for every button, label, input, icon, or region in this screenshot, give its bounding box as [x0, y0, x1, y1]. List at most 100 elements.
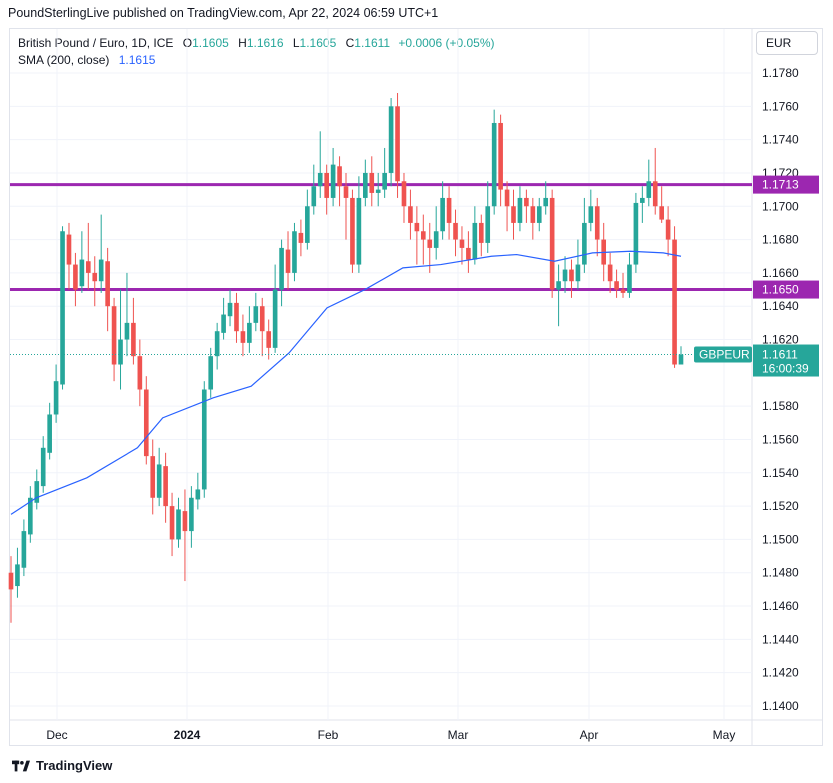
candle-body[interactable]: [594, 206, 600, 240]
candle-body[interactable]: [176, 509, 181, 540]
candle-body[interactable]: [189, 497, 194, 532]
candle-body[interactable]: [92, 272, 98, 282]
candle-body[interactable]: [40, 447, 46, 487]
candle-body[interactable]: [343, 186, 349, 198]
candle-body[interactable]: [356, 197, 362, 265]
candle-body[interactable]: [195, 489, 201, 500]
candle-body[interactable]: [575, 264, 581, 282]
candle-body[interactable]: [247, 322, 252, 343]
candle-body[interactable]: [21, 531, 27, 568]
candle-body[interactable]: [201, 389, 207, 490]
candle-body[interactable]: [311, 186, 317, 207]
candle-body[interactable]: [337, 166, 342, 187]
candle-body[interactable]: [240, 331, 246, 343]
candle-body[interactable]: [420, 231, 426, 240]
candle-body[interactable]: [292, 231, 297, 273]
candle-body[interactable]: [382, 172, 387, 190]
candle-body[interactable]: [562, 269, 568, 282]
sma-label[interactable]: SMA (200, close): [18, 53, 110, 67]
candle-body[interactable]: [652, 181, 658, 207]
candle-body[interactable]: [253, 306, 259, 323]
candle-body[interactable]: [285, 249, 291, 273]
candle-body[interactable]: [98, 259, 104, 282]
candle-body[interactable]: [446, 197, 452, 223]
candle-body[interactable]: [28, 497, 33, 535]
candle-body[interactable]: [369, 172, 375, 193]
candle-body[interactable]: [633, 202, 639, 265]
candle-body[interactable]: [79, 259, 85, 287]
candle-body[interactable]: [678, 354, 684, 365]
candle-body[interactable]: [388, 106, 394, 173]
candle-body[interactable]: [543, 197, 549, 207]
candle-body[interactable]: [156, 464, 162, 498]
candle-body[interactable]: [614, 281, 619, 290]
candle-body[interactable]: [131, 322, 136, 357]
candle-body[interactable]: [646, 181, 652, 198]
candle-body[interactable]: [433, 231, 439, 248]
candle-body[interactable]: [672, 239, 677, 365]
candle-body[interactable]: [491, 122, 497, 207]
candle-body[interactable]: [305, 206, 310, 243]
candle-body[interactable]: [143, 389, 149, 457]
candle-body[interactable]: [227, 302, 233, 317]
candle-body[interactable]: [214, 331, 220, 357]
candle-body[interactable]: [517, 197, 523, 223]
candle-body[interactable]: [266, 331, 272, 348]
candle-body[interactable]: [34, 481, 40, 503]
candle-body[interactable]: [259, 306, 265, 332]
candle-body[interactable]: [375, 189, 381, 193]
candle-body[interactable]: [234, 302, 239, 332]
candle-body[interactable]: [163, 466, 168, 507]
candle-body[interactable]: [47, 414, 52, 453]
candle-body[interactable]: [124, 322, 130, 340]
candle-body[interactable]: [511, 206, 516, 223]
candle-body[interactable]: [324, 172, 329, 198]
candle-body[interactable]: [640, 197, 645, 203]
candle-body[interactable]: [536, 206, 542, 223]
candle-body[interactable]: [317, 172, 323, 187]
sma-line[interactable]: [10, 250, 682, 515]
candle-body[interactable]: [272, 289, 278, 348]
candle-body[interactable]: [556, 281, 561, 290]
candle-body[interactable]: [498, 122, 503, 190]
candle-body[interactable]: [472, 222, 478, 260]
candle-body[interactable]: [504, 189, 510, 207]
candle-body[interactable]: [582, 222, 587, 265]
candle-body[interactable]: [459, 239, 465, 248]
candle-body[interactable]: [478, 222, 484, 243]
candle-body[interactable]: [524, 197, 529, 207]
candle-body[interactable]: [111, 306, 117, 365]
candle-body[interactable]: [627, 264, 632, 293]
candle-body[interactable]: [408, 206, 413, 223]
candle-body[interactable]: [466, 247, 471, 260]
candle-body[interactable]: [279, 247, 284, 290]
candle-body[interactable]: [208, 356, 214, 390]
candle-body[interactable]: [363, 172, 368, 198]
candle-body[interactable]: [15, 564, 20, 587]
candle-body[interactable]: [221, 314, 226, 333]
candle-body[interactable]: [395, 106, 400, 182]
candle-body[interactable]: [453, 222, 458, 240]
candle-body[interactable]: [414, 222, 420, 232]
candle-body[interactable]: [530, 206, 536, 223]
candle-body[interactable]: [150, 456, 156, 498]
candle-body[interactable]: [105, 261, 110, 307]
candle-body[interactable]: [298, 232, 304, 243]
currency-selector[interactable]: EUR: [756, 31, 818, 55]
candle-body[interactable]: [182, 511, 188, 532]
candle-body[interactable]: [588, 206, 594, 223]
candle-body[interactable]: [665, 219, 671, 240]
tradingview-footer[interactable]: TradingView: [12, 758, 112, 773]
candle-body[interactable]: [569, 269, 574, 282]
candle-body[interactable]: [549, 197, 555, 290]
candle-body[interactable]: [73, 264, 78, 290]
candle-body[interactable]: [440, 197, 445, 232]
candle-body[interactable]: [85, 261, 91, 273]
candle-body[interactable]: [620, 289, 626, 293]
candle-body[interactable]: [485, 206, 491, 243]
candle-body[interactable]: [169, 506, 175, 540]
candle-body[interactable]: [8, 572, 14, 590]
candle-body[interactable]: [60, 231, 65, 385]
candle-body[interactable]: [118, 339, 123, 365]
